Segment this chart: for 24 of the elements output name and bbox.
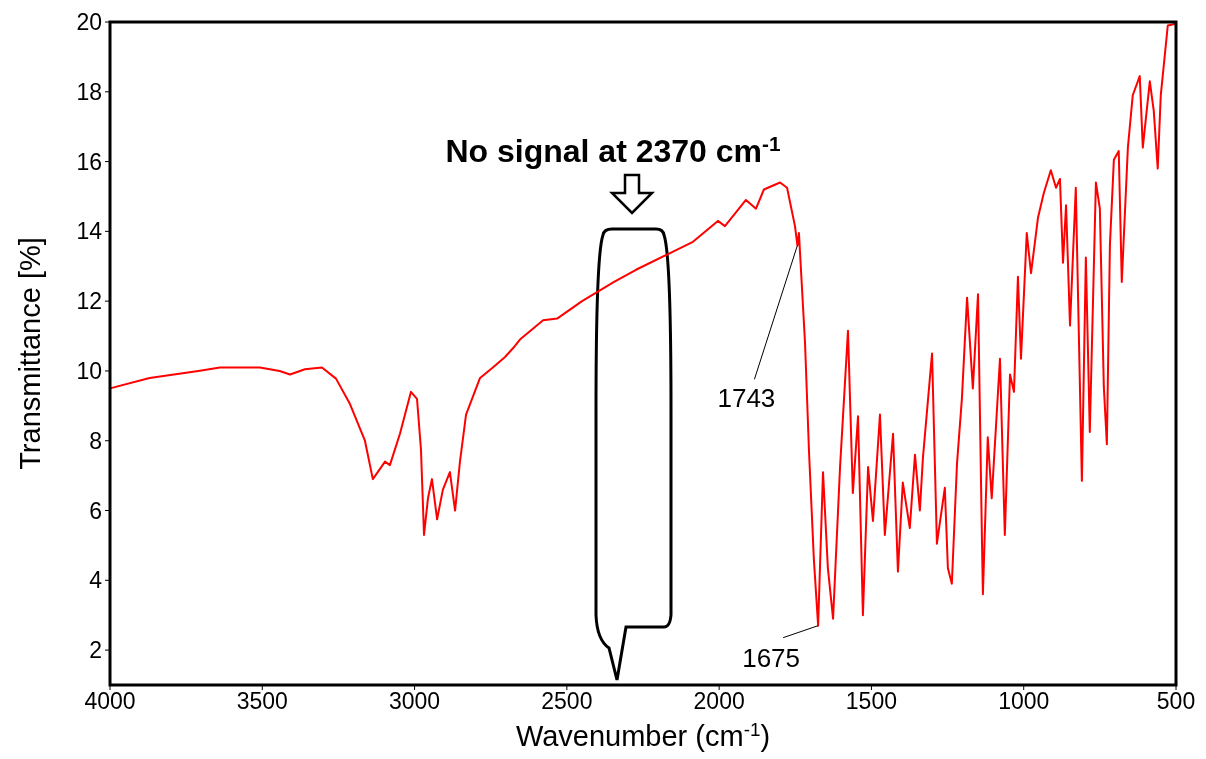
x-tick-label: 3500	[236, 688, 288, 714]
x-tick-label: 1000	[998, 688, 1050, 714]
y-axis-title: Transmittance [%]	[14, 237, 46, 470]
y-tick-label: 14	[76, 218, 103, 245]
y-tick-label: 16	[76, 148, 102, 175]
y-tick-label: 18	[76, 78, 102, 105]
y-tick-label: 10	[76, 358, 102, 384]
x-tick-label: 2000	[693, 688, 745, 714]
x-tick-label: 3000	[388, 688, 441, 714]
y-tick-label: 8	[89, 427, 102, 454]
x-axis-title: Wavenumber (cm$^{-1}$)	[515, 718, 771, 752]
x-tick-label: 2500	[541, 688, 593, 714]
x-tick-label: 500	[1156, 688, 1196, 714]
y-tick-label: 12	[76, 288, 102, 315]
y-tick-label: 2	[89, 637, 102, 664]
annotation: 1675	[742, 642, 801, 673]
annotation: 1743	[717, 383, 776, 414]
x-tick-label: 4000	[84, 688, 136, 714]
line-series	[109, 22, 1177, 627]
annotation: No signal at 2370 cm$^{-1}$	[445, 131, 781, 169]
x-tick-label: 1500	[845, 688, 898, 714]
y-tick-label: 4	[89, 567, 103, 594]
y-tick-label: 6	[89, 497, 102, 524]
y-tick-label: 20	[76, 9, 102, 36]
